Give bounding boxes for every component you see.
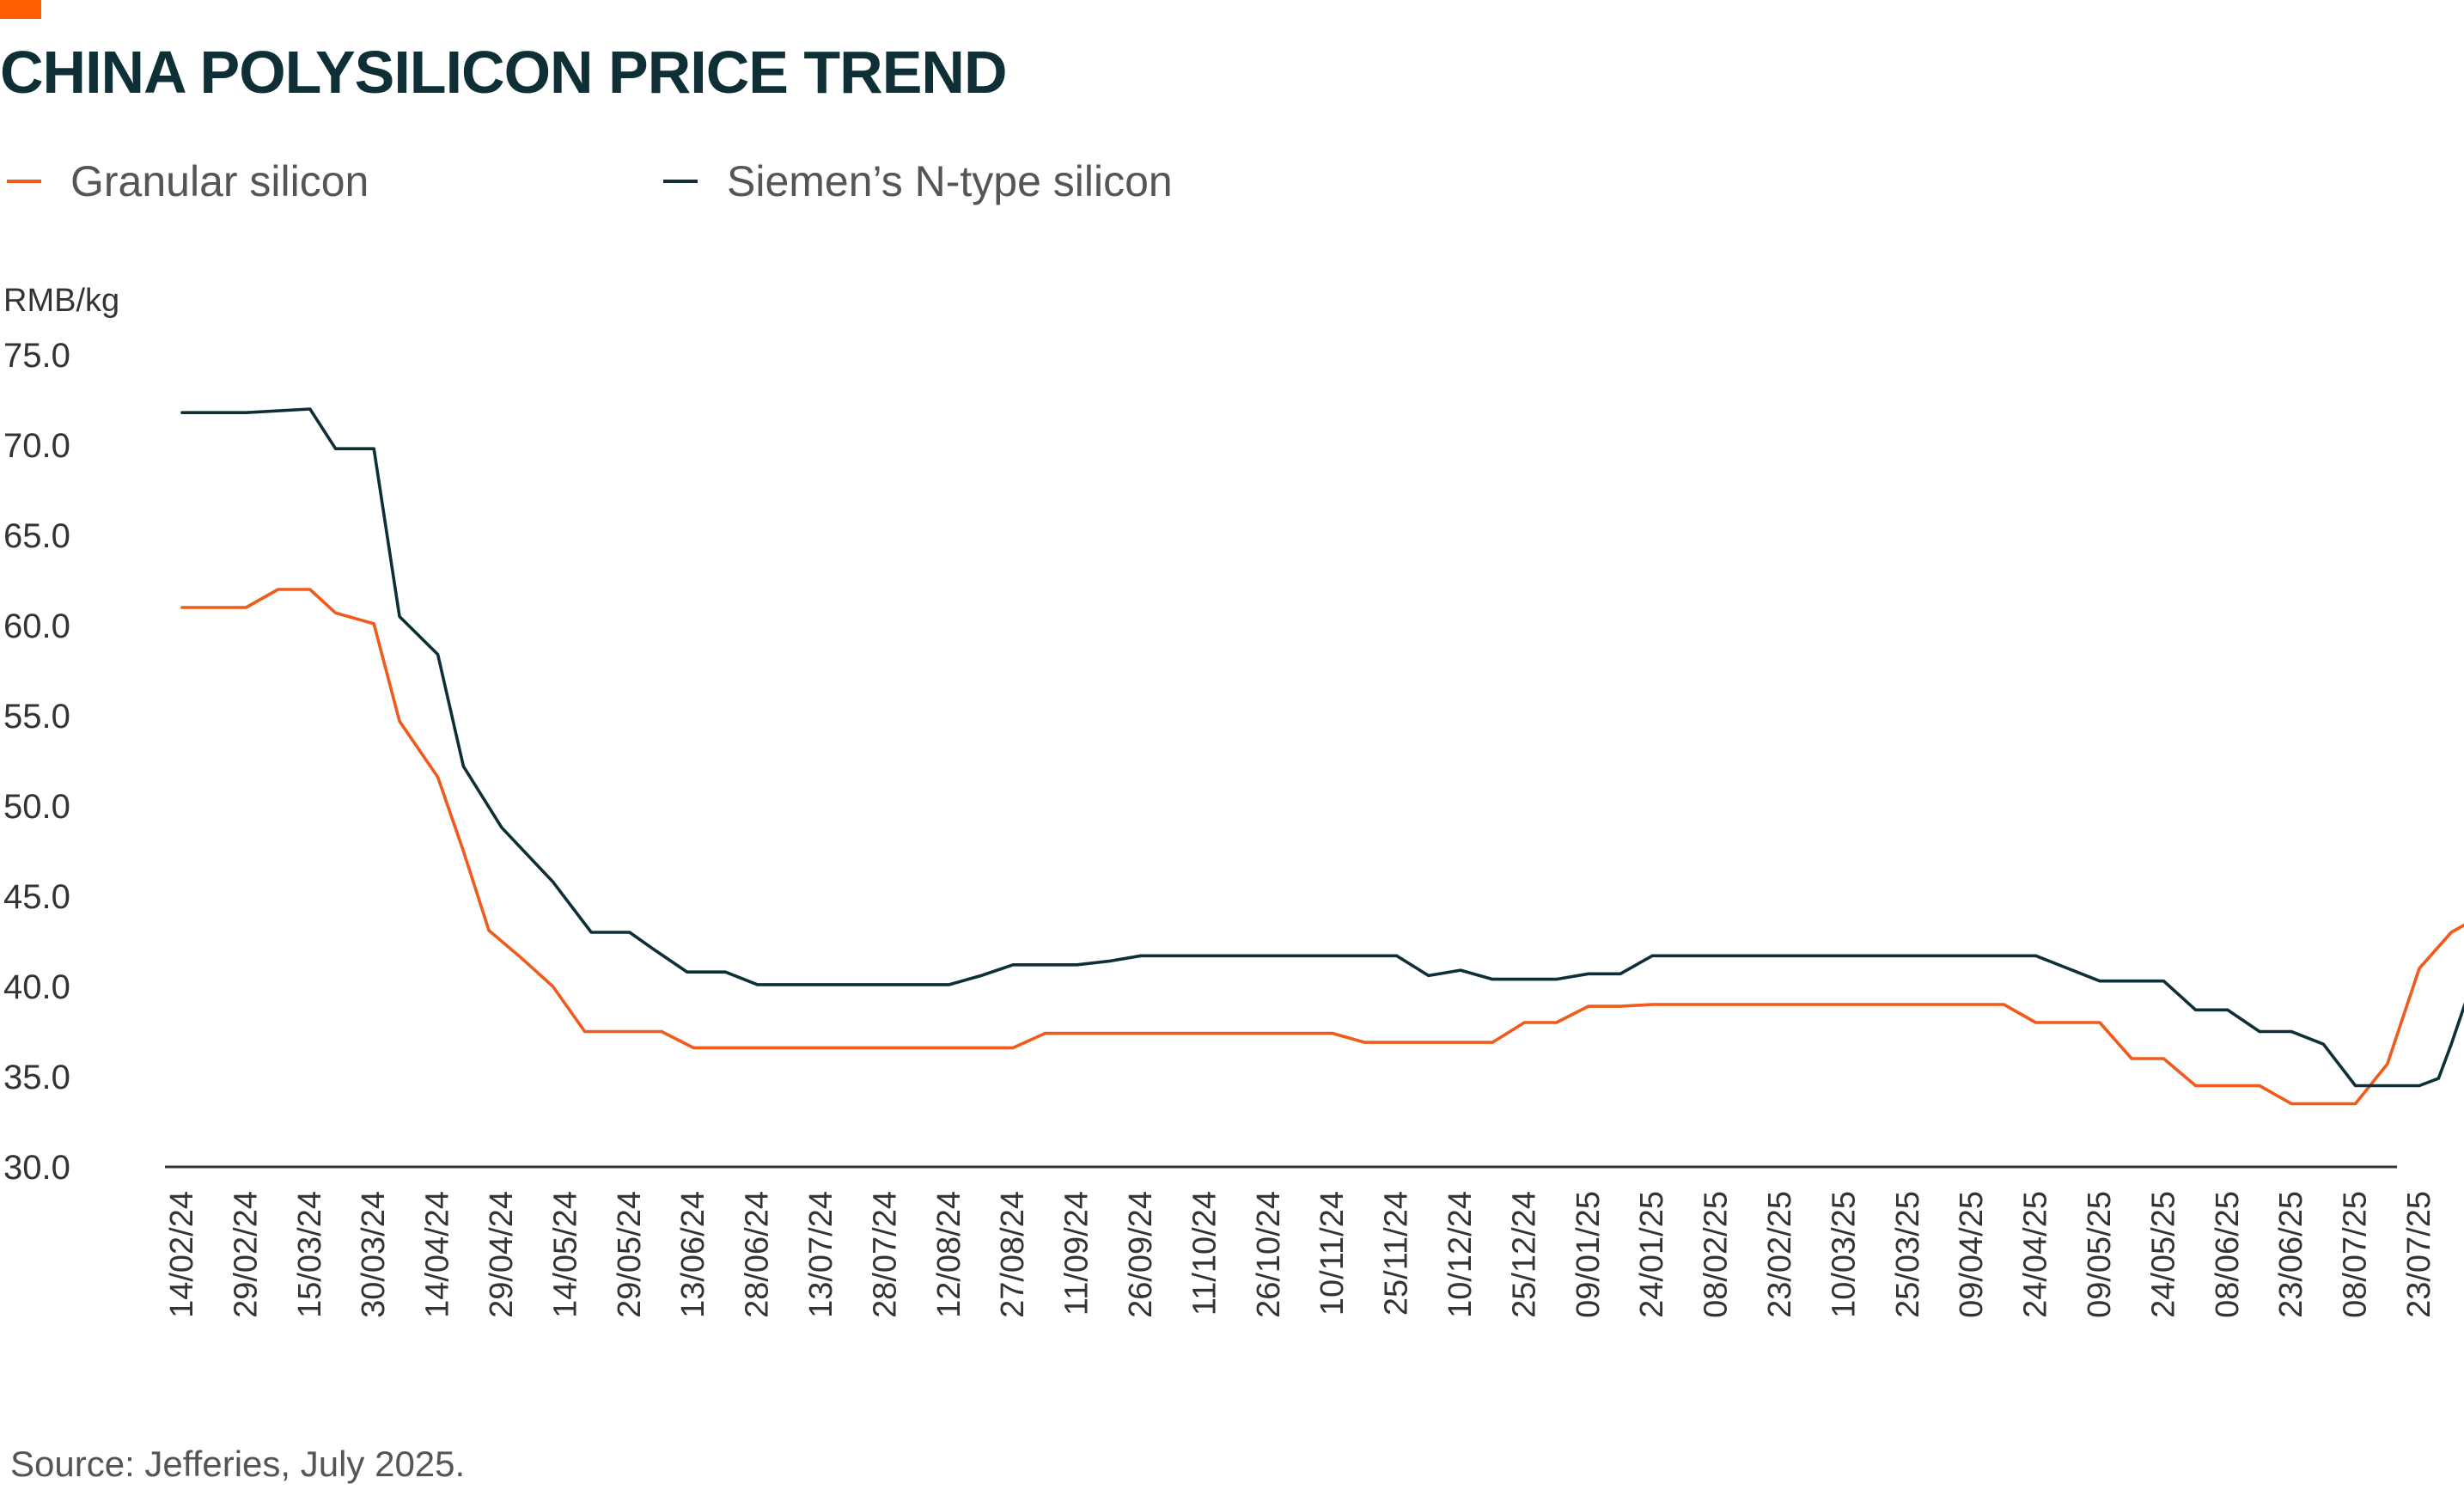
x-tick-label: 26/10/24 bbox=[1251, 1191, 1287, 1318]
x-tick-label: 12/08/24 bbox=[931, 1191, 967, 1318]
x-tick-label: 14/04/24 bbox=[420, 1191, 456, 1318]
x-tick-label: 28/07/24 bbox=[867, 1191, 903, 1318]
x-tick-label: 23/02/25 bbox=[1762, 1191, 1798, 1318]
x-tick-label: 25/11/24 bbox=[1379, 1191, 1415, 1316]
x-tick-label: 29/02/24 bbox=[228, 1191, 264, 1318]
x-tick-label: 08/06/25 bbox=[2210, 1191, 2246, 1318]
y-axis-unit-label: RMB/kg bbox=[3, 283, 119, 319]
y-tick-label: 35.0 bbox=[3, 1059, 70, 1096]
x-tick-label: 25/12/24 bbox=[1506, 1191, 1542, 1318]
brand-accent-bar bbox=[0, 0, 41, 19]
y-tick-label: 60.0 bbox=[3, 608, 70, 645]
granular-silicon-line bbox=[180, 588, 2464, 1106]
y-tick-label: 50.0 bbox=[3, 788, 70, 826]
x-tick-label: 09/05/25 bbox=[2082, 1191, 2118, 1318]
x-tick-label: 10/03/25 bbox=[1826, 1191, 1862, 1318]
x-tick-label: 14/05/24 bbox=[547, 1191, 583, 1318]
siemens-n-type-line bbox=[180, 407, 2464, 1088]
legend-label-granular: Granular silicon bbox=[70, 157, 369, 205]
x-tick-label: 13/06/24 bbox=[675, 1191, 711, 1318]
x-tick-label: 14/02/24 bbox=[164, 1191, 200, 1318]
x-tick-label: 10/11/24 bbox=[1314, 1191, 1351, 1316]
x-tick-label: 09/01/25 bbox=[1570, 1191, 1607, 1318]
x-tick-label: 27/08/24 bbox=[995, 1191, 1031, 1318]
y-tick-label: 45.0 bbox=[3, 878, 70, 916]
x-tick-label: 25/03/25 bbox=[1890, 1191, 1926, 1318]
y-tick-label: 65.0 bbox=[3, 517, 70, 555]
x-tick-label: 24/01/25 bbox=[1634, 1191, 1670, 1318]
x-tick-label: 24/05/25 bbox=[2145, 1191, 2181, 1318]
legend-label-siemens: Siemen’s N-type silicon bbox=[727, 157, 1173, 205]
x-tick-label: 29/05/24 bbox=[612, 1191, 648, 1318]
x-tick-label: 09/04/25 bbox=[1954, 1191, 1990, 1318]
y-tick-label: 55.0 bbox=[3, 698, 70, 736]
x-tick-label: 29/04/24 bbox=[484, 1191, 520, 1318]
x-tick-label: 24/04/25 bbox=[2018, 1191, 2054, 1318]
y-tick-label: 75.0 bbox=[3, 337, 70, 375]
x-tick-label: 23/06/25 bbox=[2273, 1191, 2309, 1318]
x-tick-label: 26/09/24 bbox=[1123, 1191, 1159, 1318]
legend-item-granular: Granular silicon bbox=[7, 156, 369, 206]
y-tick-label: 40.0 bbox=[3, 968, 70, 1006]
x-tick-label: 10/12/24 bbox=[1442, 1191, 1479, 1318]
x-tick-label: 11/10/24 bbox=[1186, 1191, 1223, 1316]
x-axis-ticks: 14/02/24 29/02/24 15/03/24 30/03/24 14/04/24… bbox=[164, 1191, 2437, 1318]
y-axis-ticks: 30.0 35.0 40.0 45.0 50.0 55.0 60.0 65.0 70.0 75.0 bbox=[3, 337, 70, 1187]
y-tick-label: 70.0 bbox=[3, 427, 70, 465]
legend-swatch-siemens bbox=[663, 180, 698, 183]
series-lines bbox=[180, 407, 2464, 1106]
source-note: Source: Jefferies, July 2025. bbox=[10, 1444, 466, 1484]
x-tick-label: 08/07/25 bbox=[2338, 1191, 2374, 1318]
x-tick-label: 11/09/24 bbox=[1059, 1191, 1095, 1316]
x-tick-label: 15/03/24 bbox=[292, 1191, 328, 1318]
x-tick-label: 13/07/24 bbox=[803, 1191, 839, 1318]
x-tick-label: 28/06/24 bbox=[740, 1191, 776, 1318]
x-tick-label: 30/03/24 bbox=[356, 1191, 392, 1318]
chart-title: CHINA POLYSILICON PRICE TREND bbox=[0, 39, 1007, 106]
legend-swatch-granular bbox=[7, 180, 41, 183]
legend-item-siemens: Siemen’s N-type silicon bbox=[663, 156, 1173, 206]
x-tick-label: 08/02/25 bbox=[1699, 1191, 1735, 1318]
x-tick-label: 23/07/25 bbox=[2401, 1191, 2437, 1318]
y-tick-label: 30.0 bbox=[3, 1149, 70, 1187]
